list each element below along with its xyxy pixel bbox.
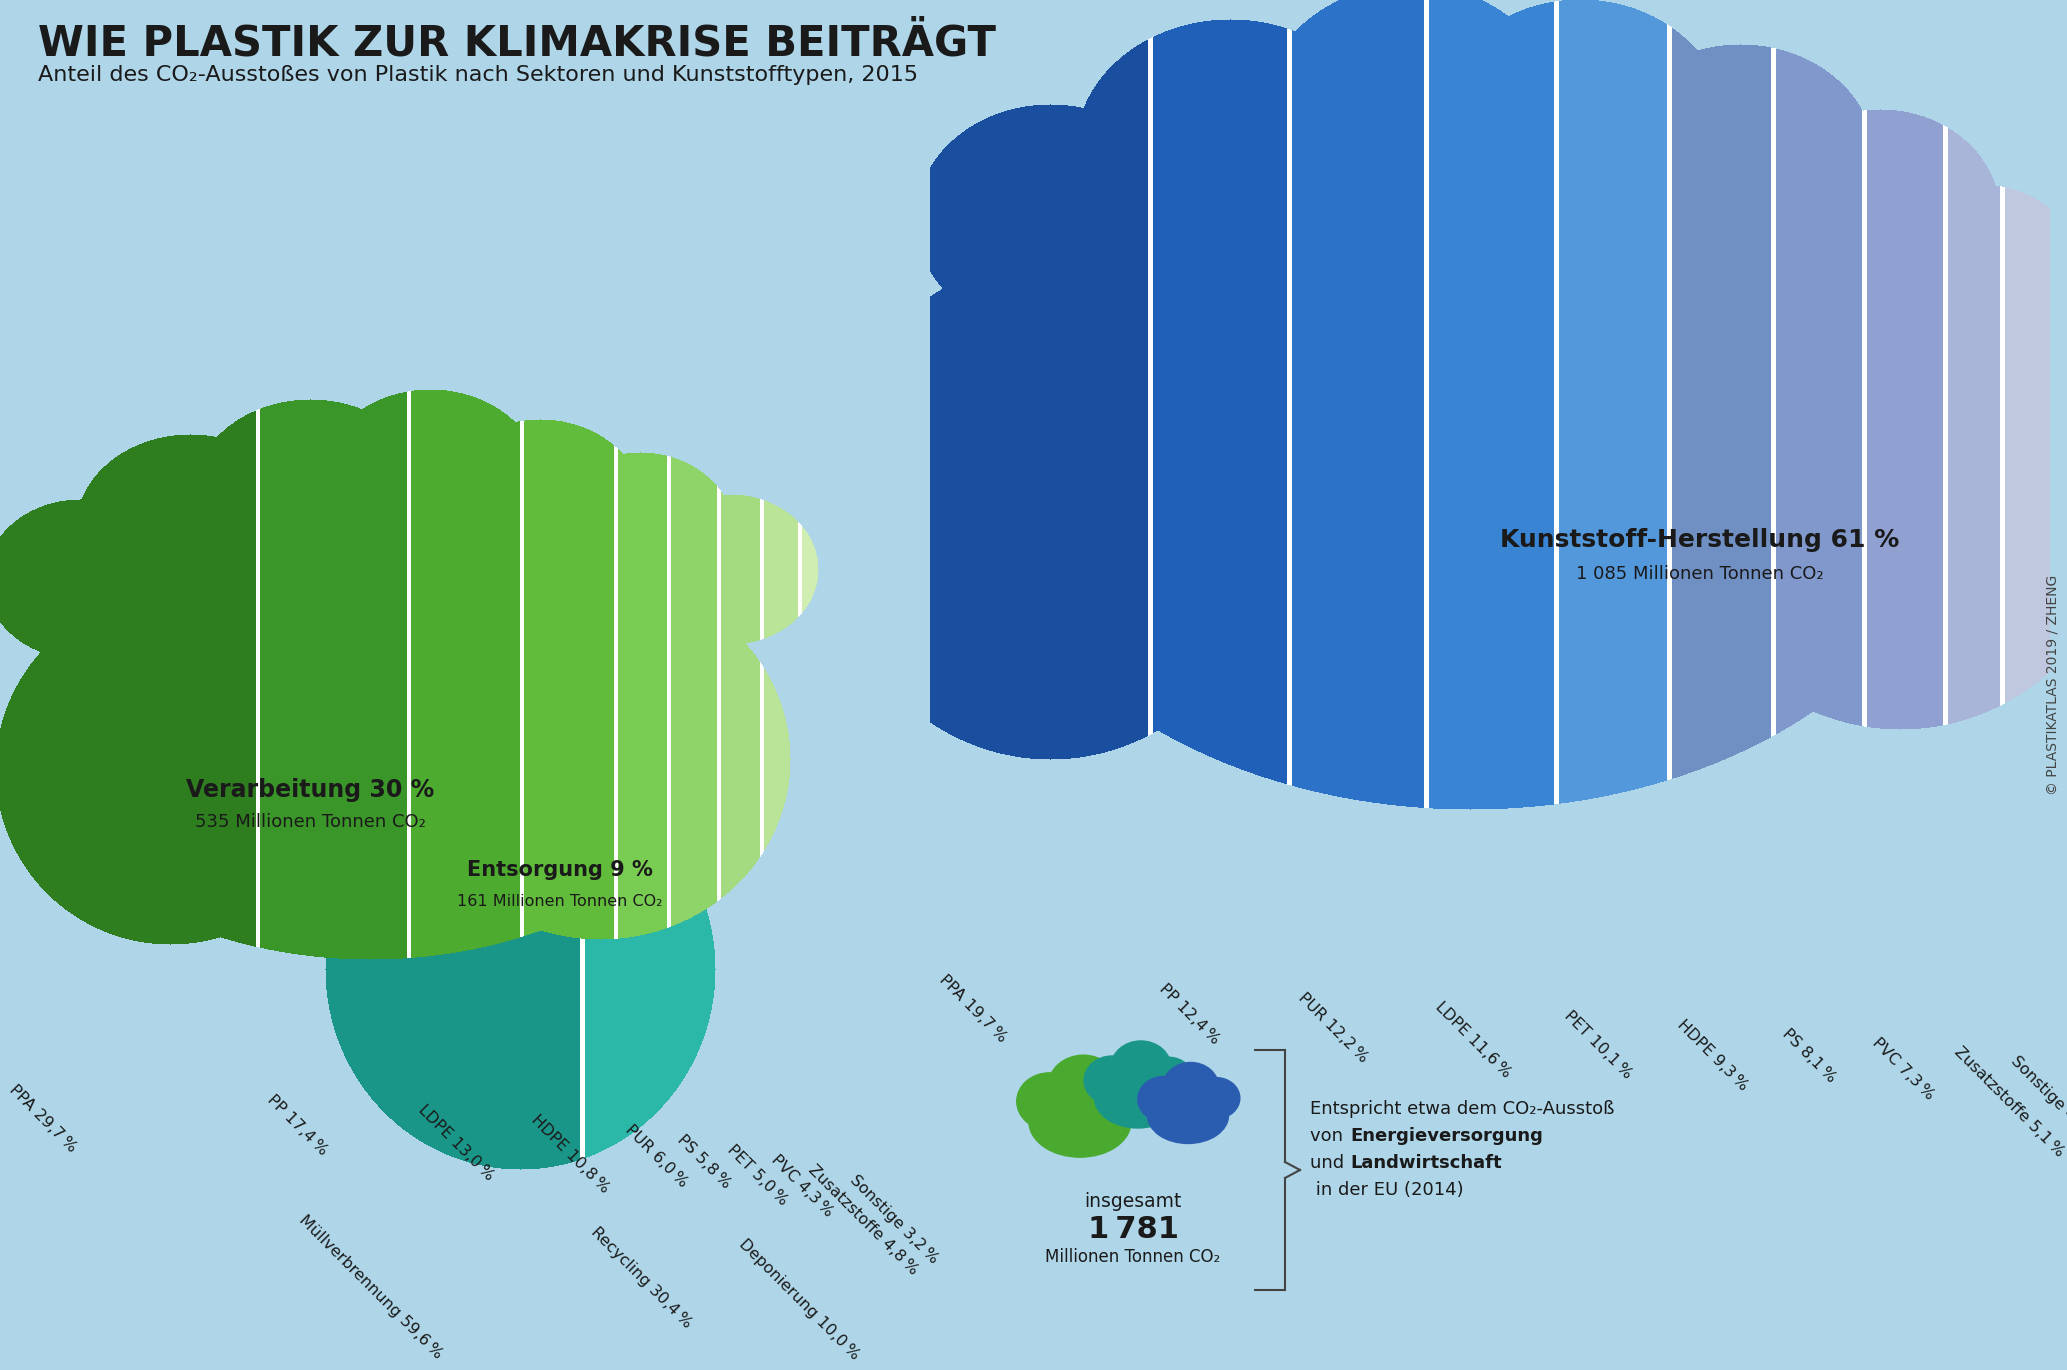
Text: HDPE 9,3 %: HDPE 9,3 % xyxy=(1674,1017,1751,1093)
Text: PP 17,4 %: PP 17,4 % xyxy=(265,1092,331,1158)
Text: HDPE 10,8 %: HDPE 10,8 % xyxy=(529,1112,612,1196)
Text: PUR 6,0 %: PUR 6,0 % xyxy=(622,1122,690,1191)
Text: und: und xyxy=(1310,1154,1350,1171)
Text: 535 Millionen Tonnen CO₂: 535 Millionen Tonnen CO₂ xyxy=(194,812,426,832)
Ellipse shape xyxy=(1096,1067,1182,1128)
Ellipse shape xyxy=(1017,1073,1081,1130)
Ellipse shape xyxy=(1137,1077,1191,1122)
Text: 1 085 Millionen Tonnen CO₂: 1 085 Millionen Tonnen CO₂ xyxy=(1577,564,1823,584)
Text: Landwirtschaft: Landwirtschaft xyxy=(1350,1154,1501,1171)
Text: Müllverbrennung 59,6 %: Müllverbrennung 59,6 % xyxy=(296,1212,446,1362)
Text: PS 5,8 %: PS 5,8 % xyxy=(674,1132,734,1192)
Text: PPA 19,7 %: PPA 19,7 % xyxy=(936,971,1009,1045)
Text: Kunststoff-Herstellung 61 %: Kunststoff-Herstellung 61 % xyxy=(1501,527,1900,552)
Ellipse shape xyxy=(1147,1088,1228,1144)
Text: WIE PLASTIK ZUR KLIMAKRISE BEITRÄGT: WIE PLASTIK ZUR KLIMAKRISE BEITRÄGT xyxy=(37,22,996,64)
Text: Entspricht etwa dem CO₂-Ausstoß: Entspricht etwa dem CO₂-Ausstoß xyxy=(1310,1100,1614,1118)
Text: Deponierung 10,0 %: Deponierung 10,0 % xyxy=(736,1236,862,1362)
Text: Zusatzstoffe 4,8 %: Zusatzstoffe 4,8 % xyxy=(806,1162,922,1278)
Text: LDPE 11,6 %: LDPE 11,6 % xyxy=(1432,999,1513,1081)
Text: PPA 29,7 %: PPA 29,7 % xyxy=(6,1082,79,1155)
Ellipse shape xyxy=(1085,1074,1145,1126)
Ellipse shape xyxy=(1193,1078,1240,1119)
Text: Recycling 30,4 %: Recycling 30,4 % xyxy=(587,1223,695,1330)
Text: Millionen Tonnen CO₂: Millionen Tonnen CO₂ xyxy=(1046,1248,1222,1266)
Text: PP 12,4 %: PP 12,4 % xyxy=(1155,981,1222,1047)
Text: PVC 7,3 %: PVC 7,3 % xyxy=(1869,1034,1937,1103)
Text: PUR 12,2 %: PUR 12,2 % xyxy=(1296,991,1370,1066)
Text: Zusatzstoffe 5,1 %: Zusatzstoffe 5,1 % xyxy=(1951,1044,2067,1159)
Text: LDPE 13,0 %: LDPE 13,0 % xyxy=(415,1101,496,1184)
Text: Sonstige 3,2 %: Sonstige 3,2 % xyxy=(847,1171,940,1266)
Text: 161 Millionen Tonnen CO₂: 161 Millionen Tonnen CO₂ xyxy=(457,895,664,910)
Text: 1 781: 1 781 xyxy=(1087,1215,1178,1244)
Text: PET 5,0 %: PET 5,0 % xyxy=(726,1143,792,1208)
Text: Energieversorgung: Energieversorgung xyxy=(1350,1128,1542,1145)
Text: in der EU (2014): in der EU (2014) xyxy=(1310,1181,1463,1199)
Text: Anteil des CO₂-Ausstoßes von Plastik nach Sektoren und Kunststofftypen, 2015: Anteil des CO₂-Ausstoßes von Plastik nac… xyxy=(37,64,918,85)
Ellipse shape xyxy=(1110,1041,1172,1095)
Text: © PLASTIKATLAS 2019 / ZHENG: © PLASTIKATLAS 2019 / ZHENG xyxy=(2044,575,2059,795)
Ellipse shape xyxy=(1048,1055,1118,1118)
Text: Verarbeitung 30 %: Verarbeitung 30 % xyxy=(186,778,434,801)
Text: Sonstige 4,2 %: Sonstige 4,2 % xyxy=(2009,1054,2067,1147)
Ellipse shape xyxy=(1162,1063,1220,1112)
Ellipse shape xyxy=(1143,1058,1193,1101)
Ellipse shape xyxy=(1083,1056,1139,1104)
Text: PS 8,1 %: PS 8,1 % xyxy=(1780,1026,1838,1085)
Ellipse shape xyxy=(1029,1086,1131,1158)
Text: insgesamt: insgesamt xyxy=(1085,1192,1182,1211)
Text: PVC 4,3 %: PVC 4,3 % xyxy=(769,1152,835,1219)
Text: PET 10,1 %: PET 10,1 % xyxy=(1563,1008,1635,1081)
Text: Entsorgung 9 %: Entsorgung 9 % xyxy=(467,860,653,880)
Text: von: von xyxy=(1310,1128,1350,1145)
